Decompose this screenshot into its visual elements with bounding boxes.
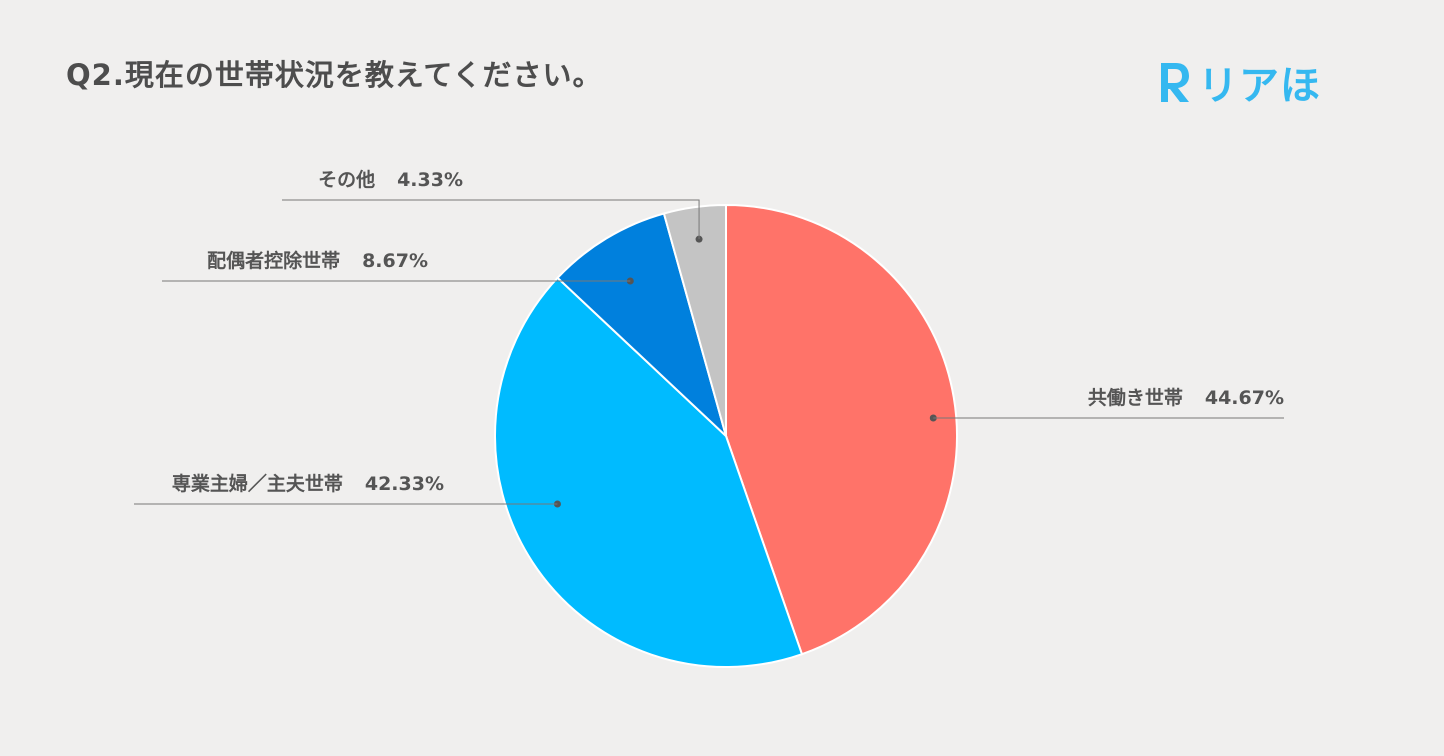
logo-text: リアほ — [1198, 63, 1321, 109]
slice-category-4: その他 — [318, 168, 375, 191]
pie-slice-3 — [556, 212, 728, 440]
slice-category-1: 共働き世帯 — [1088, 386, 1183, 409]
logo-r-shape — [1161, 63, 1189, 102]
pie-slice-1 — [725, 203, 958, 656]
slice-value-2: 42.33% — [365, 473, 444, 495]
leader-lines — [134, 199, 1284, 508]
slice-value-3: 8.67% — [362, 250, 428, 272]
pie-slice-4 — [662, 203, 727, 437]
slice-value-1: 44.67% — [1205, 387, 1284, 409]
logo-r-icon — [1161, 63, 1189, 102]
pie-slices — [494, 203, 958, 668]
slice-label-1: 共働き世帯 44.67% — [1088, 386, 1284, 409]
slice-category-2: 専業主婦／主夫世帯 — [172, 472, 343, 495]
slice-label-2: 専業主婦／主夫世帯 42.33% — [172, 472, 444, 495]
slice-labels: 共働き世帯 44.67% 専業主婦／主夫世帯 42.33% 配偶者控除世帯 8.67% その… — [172, 168, 1284, 495]
slice-category-3: 配偶者控除世帯 — [207, 249, 340, 272]
brand-logo: リアほ — [1156, 54, 1321, 110]
slice-value-4: 4.33% — [397, 169, 463, 191]
chart-title: Q2.現在の世帯状況を教えてください。 — [66, 58, 603, 92]
leader-line-4 — [282, 199, 700, 240]
pie-slice-2 — [494, 276, 804, 668]
slice-label-3: 配偶者控除世帯 8.67% — [207, 249, 428, 272]
slice-label-4: その他 4.33% — [318, 168, 463, 191]
